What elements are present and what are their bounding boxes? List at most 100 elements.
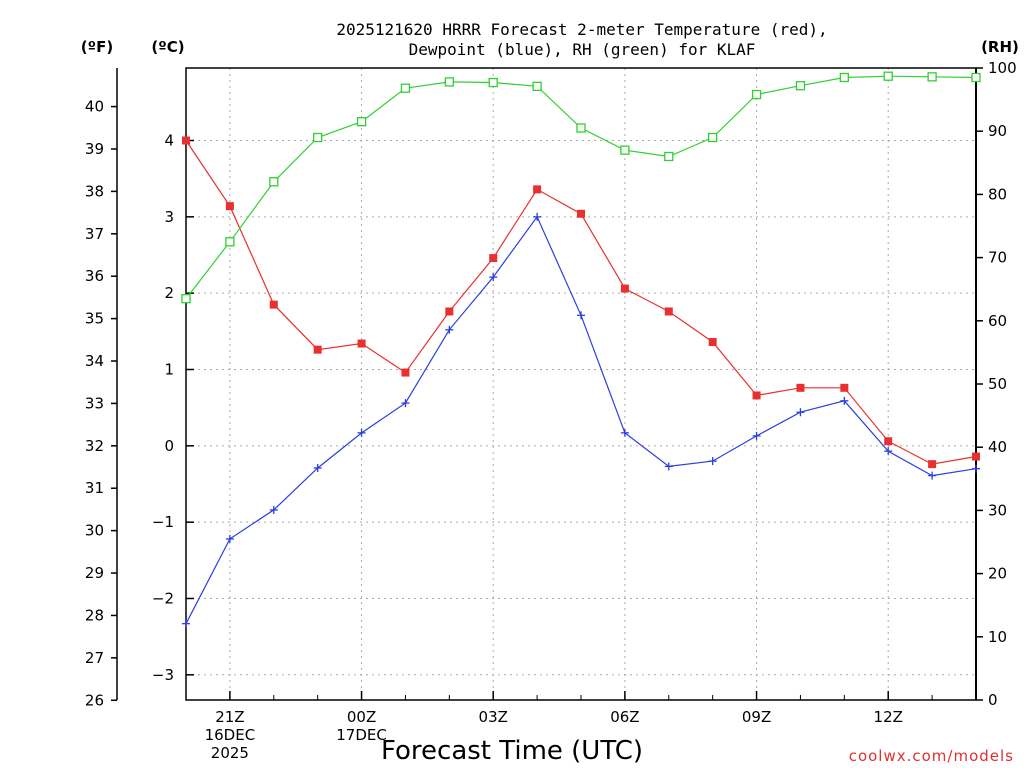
x-tick-label: 17DEC [336, 726, 387, 744]
rh-marker [488, 77, 498, 88]
temperature-marker [533, 185, 542, 194]
temperature-marker [445, 307, 454, 316]
rh-tick-label: 50 [988, 375, 1007, 393]
temperature-marker [884, 437, 893, 446]
fahrenheit-tick-label: 39 [85, 140, 104, 158]
fahrenheit-tick-label: 40 [85, 98, 104, 116]
fahrenheit-tick-label: 35 [85, 310, 104, 328]
x-tick-label: 00Z [347, 708, 376, 726]
dewpoint-marker [533, 212, 542, 221]
temperature-marker [972, 452, 980, 461]
fahrenheit-tick-label: 33 [85, 394, 104, 412]
plot-frame [185, 67, 977, 701]
fahrenheit-unit-label: (ºF) [81, 38, 113, 56]
fahrenheit-tick-label: 31 [85, 479, 104, 497]
fahrenheit-tick-label: 26 [85, 691, 104, 709]
chart-title: 2025121620 HRRR Forecast 2-meter Tempera… [336, 20, 827, 59]
temperature-marker [664, 307, 673, 316]
temperature-marker [357, 339, 366, 348]
x-tick-label: 12Z [874, 708, 903, 726]
fahrenheit-tick-label: 37 [85, 225, 104, 243]
dewpoint-marker [225, 534, 234, 543]
fahrenheit-tick-label: 38 [85, 182, 104, 200]
dewpoint-marker [928, 471, 937, 480]
x-tick-label: 09Z [742, 708, 771, 726]
rh-marker [313, 132, 323, 143]
rh-marker [576, 123, 586, 133]
rh-marker [444, 77, 454, 87]
dewpoint-marker [182, 619, 190, 628]
dewpoint-marker [401, 399, 410, 408]
rh-tick-label: 60 [988, 312, 1007, 330]
rh-marker [620, 145, 630, 155]
dewpoint-marker [313, 463, 322, 472]
rh-tick-label: 40 [988, 438, 1007, 456]
temperature-marker [752, 391, 761, 400]
chart-title-line-1: 2025121620 HRRR Forecast 2-meter Tempera… [336, 20, 827, 39]
fahrenheit-tick-label: 28 [85, 606, 104, 624]
rh-tick-label: 100 [988, 59, 1017, 77]
dewpoint-marker [752, 431, 761, 440]
celsius-tick-label: −1 [152, 513, 174, 531]
rh-line [185, 75, 977, 300]
rh-tick-label: 0 [988, 691, 998, 709]
temperature-marker [225, 202, 234, 211]
rh-tick-label: 30 [988, 501, 1007, 519]
dewpoint-marker [796, 408, 805, 417]
dewpoint-marker [884, 447, 893, 456]
x-tick-label: 2025 [211, 744, 249, 762]
celsius-tick-label: 2 [164, 284, 174, 302]
dewpoint-marker [489, 273, 498, 282]
dewpoint-line [185, 215, 977, 624]
fahrenheit-tick-label: 29 [85, 564, 104, 582]
rh-marker [269, 177, 279, 187]
rh-marker [751, 89, 762, 100]
temperature-marker [401, 368, 410, 377]
rh-marker [181, 294, 191, 304]
celsius-tick-label: −2 [152, 589, 174, 607]
rh-tick-label: 20 [988, 565, 1007, 583]
temperature-marker [182, 136, 190, 145]
rh-marker [971, 72, 981, 83]
rh-tick-label: 80 [988, 185, 1007, 203]
temperature-marker [489, 254, 498, 263]
x-tick-label: 16DEC [205, 726, 256, 744]
dewpoint-marker [708, 457, 717, 466]
x-tick-label: 06Z [610, 708, 639, 726]
temperature-marker [313, 345, 322, 354]
celsius-unit-label: (ºC) [151, 38, 184, 56]
celsius-tick-label: 0 [164, 437, 174, 455]
celsius-tick-label: 4 [164, 132, 174, 150]
x-axis-title: Forecast Time (UTC) [381, 736, 643, 766]
rh-marker [225, 237, 235, 247]
temperature-marker [620, 284, 629, 293]
rh-marker [927, 72, 937, 82]
celsius-tick-label: 1 [164, 360, 174, 378]
rh-marker [356, 117, 367, 127]
chart-title-line-2: Dewpoint (blue), RH (green) for KLAF [409, 40, 756, 59]
dewpoint-marker [357, 428, 366, 437]
temperature-marker [708, 338, 717, 347]
temperature-marker [577, 209, 585, 218]
x-tick-label: 21Z [215, 708, 244, 726]
temperature-marker [796, 383, 805, 392]
rh-tick-label: 90 [988, 122, 1007, 140]
celsius-tick-label: −3 [152, 666, 174, 684]
rh-marker [795, 81, 806, 91]
rh-marker [400, 83, 411, 93]
fahrenheit-tick-label: 30 [85, 522, 104, 540]
rh-marker [839, 72, 849, 83]
temperature-marker [928, 460, 937, 469]
temperature-marker [269, 300, 278, 309]
rh-marker [532, 81, 542, 91]
rh-marker [708, 132, 718, 143]
series [181, 71, 981, 628]
rh-marker [664, 151, 674, 162]
dewpoint-marker [664, 462, 673, 471]
credit-text: coolwx.com/models [849, 747, 1014, 765]
temperature-marker [840, 383, 849, 392]
rh-marker [883, 71, 893, 81]
dewpoint-marker [620, 428, 629, 437]
rh-unit-label: (RH) [981, 38, 1019, 56]
